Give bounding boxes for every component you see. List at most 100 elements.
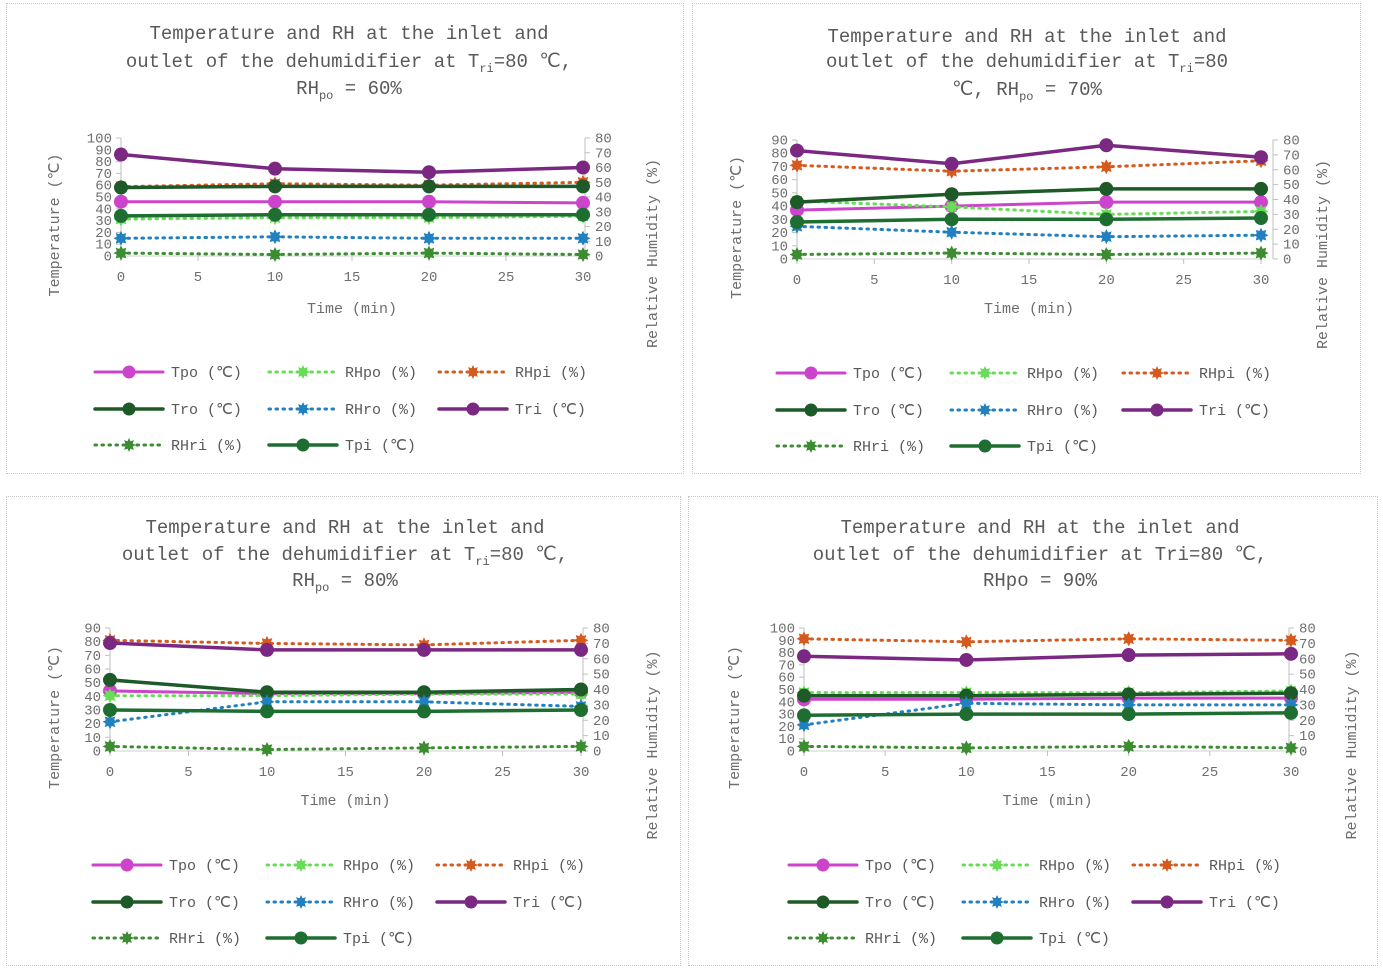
y2-tick-label: 30 (1299, 698, 1316, 714)
data-point (1284, 705, 1298, 720)
data-point (1254, 211, 1268, 226)
y2-tick-label: 20 (1299, 714, 1316, 730)
y-tick-label: 10 (95, 238, 112, 254)
series-line (108, 678, 583, 694)
legend-label: Tpi (℃) (345, 438, 416, 455)
y2-tick-label: 10 (1283, 238, 1300, 254)
legend-label: Tri (℃) (1209, 895, 1280, 912)
series-line (802, 652, 1293, 662)
data-point (575, 230, 591, 246)
legend-label: Tpi (℃) (1039, 931, 1110, 948)
data-point (959, 707, 974, 722)
y2-tick-label: 30 (593, 698, 610, 714)
legend-swatch-marker (804, 403, 818, 417)
series-line (795, 159, 1263, 173)
data-point (944, 245, 960, 261)
data-point (797, 688, 811, 703)
data-point (574, 703, 588, 717)
x-axis-label: Time (min) (984, 301, 1074, 318)
legend-label: Tri (℃) (1199, 403, 1270, 420)
y-tick-label: 10 (771, 239, 788, 255)
data-point (260, 685, 274, 700)
y2-tick-label: 40 (1299, 683, 1316, 699)
series-line (119, 212, 585, 218)
chart-title-line-1: Temperature and RH at the inlet and (149, 23, 548, 45)
x-tick-label: 15 (1039, 765, 1056, 781)
y-axis-label: Temperature (℃) (47, 154, 64, 297)
series-line (802, 691, 1293, 698)
data-point (114, 147, 128, 162)
x-tick-label: 30 (573, 765, 590, 781)
x-tick-label: 25 (1201, 765, 1218, 781)
legend-label: Tro (℃) (865, 895, 936, 912)
legend-label: RHpo (%) (345, 365, 417, 382)
y2-axis-label: Relative Humidity (%) (1344, 650, 1361, 839)
x-axis-label: Time (min) (300, 793, 390, 810)
data-point (790, 214, 804, 229)
data-point (267, 229, 283, 245)
data-point (103, 703, 117, 717)
legend-label: RHri (%) (853, 439, 925, 456)
data-point (1283, 632, 1299, 648)
data-point (417, 642, 431, 657)
legend-swatch-marker (816, 895, 830, 909)
series-line (795, 216, 1263, 224)
y2-tick-label: 60 (595, 161, 612, 177)
series-line (795, 200, 1263, 212)
legend-swatch-marker (120, 858, 134, 872)
x-tick-label: 0 (793, 273, 801, 289)
data-point (102, 714, 118, 730)
chart-title-line-2: outlet of the dehumidifier at Tri=80 ℃, (122, 544, 568, 569)
legend-label: Tpo (℃) (865, 858, 936, 875)
data-point (103, 636, 117, 651)
y-axis-label: Temperature (℃) (727, 646, 744, 789)
data-point (260, 704, 274, 719)
x-tick-label: 5 (870, 273, 878, 289)
data-point (796, 738, 812, 754)
series-line (119, 180, 585, 189)
legend-label: RHpi (%) (1209, 858, 1281, 875)
y2-tick-label: 0 (1299, 745, 1307, 761)
series-line (795, 251, 1263, 257)
y-tick-label: 90 (778, 634, 795, 650)
legend-label: RHri (%) (865, 931, 937, 948)
data-point (790, 143, 804, 158)
y2-tick-label: 70 (1283, 148, 1300, 164)
data-point (1284, 686, 1298, 701)
y-tick-label: 100 (770, 622, 795, 638)
legend-swatch-marker (978, 439, 992, 453)
y-tick-label: 20 (771, 226, 788, 242)
y-tick-label: 20 (95, 226, 112, 242)
x-tick-label: 25 (498, 270, 515, 286)
data-point (1253, 245, 1269, 261)
y-tick-label: 10 (84, 731, 101, 747)
legend-label: RHpo (%) (343, 858, 415, 875)
legend-label: Tri (℃) (513, 895, 584, 912)
data-point (267, 247, 283, 262)
data-point (944, 156, 959, 171)
chart-title-line-1: Temperature and RH at the inlet and (840, 517, 1239, 539)
legend-label: RHpi (%) (1199, 366, 1271, 383)
y-tick-label: 90 (84, 622, 101, 638)
chart-panel-rhpo-60: Temperature and RH at the inlet and outle… (6, 3, 684, 474)
y2-tick-label: 40 (595, 191, 612, 207)
y-tick-label: 40 (95, 202, 112, 218)
legend-swatch-marker (296, 438, 310, 452)
y2-tick-label: 0 (593, 745, 601, 761)
y-tick-label: 60 (771, 173, 788, 189)
x-tick-label: 30 (575, 270, 592, 286)
data-point (421, 245, 437, 261)
legend-swatch-marker (466, 365, 480, 379)
y2-tick-label: 40 (1283, 193, 1300, 209)
data-point (1098, 247, 1114, 262)
data-point (1099, 195, 1114, 210)
data-point (576, 160, 590, 175)
x-tick-label: 10 (259, 765, 276, 781)
legend-swatch-marker (464, 895, 478, 909)
series-line (119, 184, 585, 190)
chart-title-line-3: RHpo = 60% (296, 78, 402, 103)
data-point (113, 230, 129, 246)
x-tick-label: 5 (194, 270, 202, 286)
legend-swatch-marker (990, 895, 1004, 909)
legend-label: RHro (%) (343, 895, 415, 912)
